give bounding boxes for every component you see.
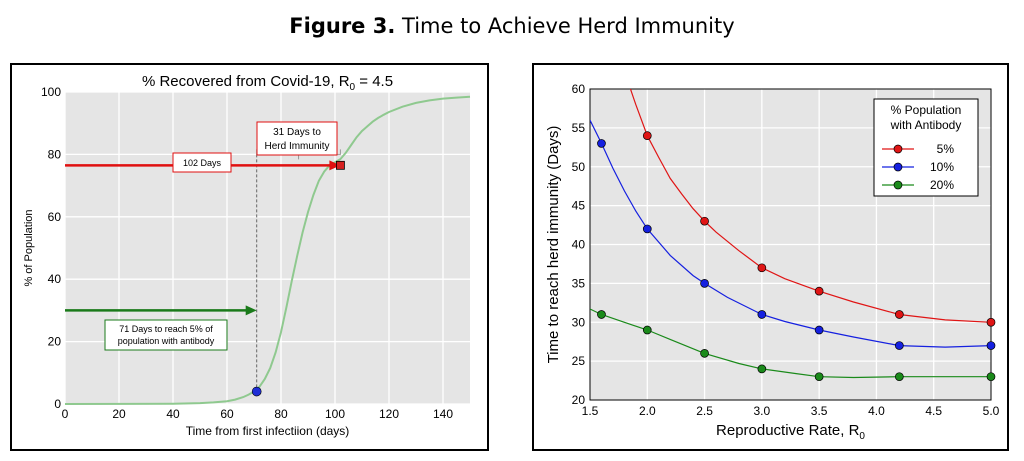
legend-swatch-marker xyxy=(893,144,903,154)
left-chart-panel: 0 20 40 60 80 100 120 140 0 20 40 60 80 100 % Recovere… xyxy=(10,63,489,451)
legend-swatch-marker xyxy=(893,162,903,172)
herd-immunity-marker xyxy=(335,160,345,170)
x-tick-label: 3.0 xyxy=(754,404,771,418)
x-tick-label: 5.0 xyxy=(983,404,1000,418)
x-tick-label: 2.0 xyxy=(639,404,656,418)
green-days-label-1: 71 Days to reach 5% of xyxy=(119,324,213,334)
green-days-box xyxy=(104,319,228,351)
y-tick-label: 0 xyxy=(54,397,61,411)
red-arrow-head xyxy=(329,160,341,171)
right-chart: 1.5 2.0 2.5 3.0 3.5 4.0 4.5 5.0 20 25 30 35 40 45 50 55… xyxy=(545,82,1000,442)
series-point-10% xyxy=(597,139,606,148)
series-point-5% xyxy=(986,317,996,327)
series-point-20% xyxy=(814,372,824,382)
herd-days-label-2: Herd Immunity xyxy=(264,141,329,152)
x-tick-label: 2.5 xyxy=(696,404,713,418)
green-arrow-head xyxy=(245,305,257,316)
series-point-20% xyxy=(642,325,652,335)
y-tick-label: 40 xyxy=(48,272,62,286)
series-point-10% xyxy=(642,224,652,234)
recovered-curve xyxy=(64,95,471,405)
legend-title-1: % Population xyxy=(891,103,962,117)
x-tick-label: 20 xyxy=(112,407,126,421)
x-tick-label: 60 xyxy=(220,407,234,421)
y-tick-label: 55 xyxy=(572,121,586,135)
green-days-label-2: population with antibody xyxy=(118,336,215,346)
y-tick-label: 20 xyxy=(572,393,586,407)
x-tick-label: 4.5 xyxy=(925,404,942,418)
right-chart-panel: 1.5 2.0 2.5 3.0 3.5 4.0 4.5 5.0 20 25 30 35 40 45 50 55… xyxy=(532,63,1009,451)
title-subscript: 0 xyxy=(350,82,356,93)
red-days-box xyxy=(172,152,232,173)
y-tick-label: 60 xyxy=(48,210,62,224)
x-tick-label: 140 xyxy=(433,407,453,421)
series-point-20% xyxy=(700,349,709,358)
x-tick-label: 100 xyxy=(325,407,345,421)
y-tick-label: 80 xyxy=(48,147,62,161)
figure-title: Figure 3. Time to Achieve Herd Immunity xyxy=(0,14,1024,38)
x-axis-label: Time from first infectiion (days) xyxy=(186,424,350,438)
x-tick-label: 0 xyxy=(62,407,69,421)
legend-label: 5% xyxy=(937,142,955,156)
x-tick-label: 3.5 xyxy=(811,404,828,418)
series-point-10% xyxy=(700,279,709,288)
y-tick-label: 50 xyxy=(572,160,586,174)
series-point-10% xyxy=(814,325,824,335)
series-line-20% xyxy=(590,308,991,379)
x-tick-label: 40 xyxy=(166,407,180,421)
series-point-20% xyxy=(597,310,606,319)
y-tick-label: 35 xyxy=(572,276,586,290)
legend-box xyxy=(873,98,979,197)
series-point-5% xyxy=(757,263,767,273)
x-tick-label: 120 xyxy=(379,407,399,421)
x-axis-label: Reproductive Rate, R0 xyxy=(716,422,865,442)
x-tick-label: 4.0 xyxy=(868,404,885,418)
series-point-20% xyxy=(757,364,767,374)
series-line-5% xyxy=(629,89,991,323)
series-point-10% xyxy=(986,341,996,350)
series-point-10% xyxy=(757,310,767,319)
series-point-20% xyxy=(894,372,904,382)
x-axis-label-subscript: 0 xyxy=(859,431,865,442)
series-point-5% xyxy=(894,310,904,319)
x-tick-label: 80 xyxy=(274,407,288,421)
figure-title-text: Time to Achieve Herd Immunity xyxy=(402,14,735,38)
legend-label: 10% xyxy=(930,160,954,174)
y-axis-label: Time to reach herd immunity (Days) xyxy=(545,126,562,364)
series-point-10% xyxy=(894,341,904,350)
y-tick-label: 40 xyxy=(572,238,586,252)
y-tick-label: 20 xyxy=(48,335,62,349)
y-tick-label: 100 xyxy=(41,85,61,99)
chart-title: % Recovered from Covid-19, R0 = 4.5 xyxy=(142,73,393,93)
legend-title-2: with Antibody xyxy=(890,118,962,132)
herd-days-label-1: 31 Days to xyxy=(273,127,321,138)
y-tick-label: 45 xyxy=(572,199,586,213)
series-point-5% xyxy=(700,216,709,226)
y-tick-label: 30 xyxy=(572,315,586,329)
series-point-5% xyxy=(642,131,652,141)
y-tick-label: 60 xyxy=(572,82,586,96)
left-chart: 0 20 40 60 80 100 120 140 0 20 40 60 80 100 % Recovere… xyxy=(23,73,471,438)
figure-label: Figure 3. xyxy=(289,14,396,38)
series-point-5% xyxy=(814,286,824,296)
red-days-label: 102 Days xyxy=(183,158,222,168)
series-point-20% xyxy=(986,372,996,382)
title-suffix: = 4.5 xyxy=(355,73,393,90)
start-marker xyxy=(251,386,262,397)
legend-label: 20% xyxy=(930,178,954,192)
plot-frame xyxy=(589,88,992,401)
y-tick-label: 25 xyxy=(572,354,586,368)
herd-days-box xyxy=(256,121,338,156)
legend-swatch-marker xyxy=(893,180,903,190)
y-axis-label: % of Population xyxy=(23,209,35,286)
x-tick-label: 1.5 xyxy=(582,404,599,418)
